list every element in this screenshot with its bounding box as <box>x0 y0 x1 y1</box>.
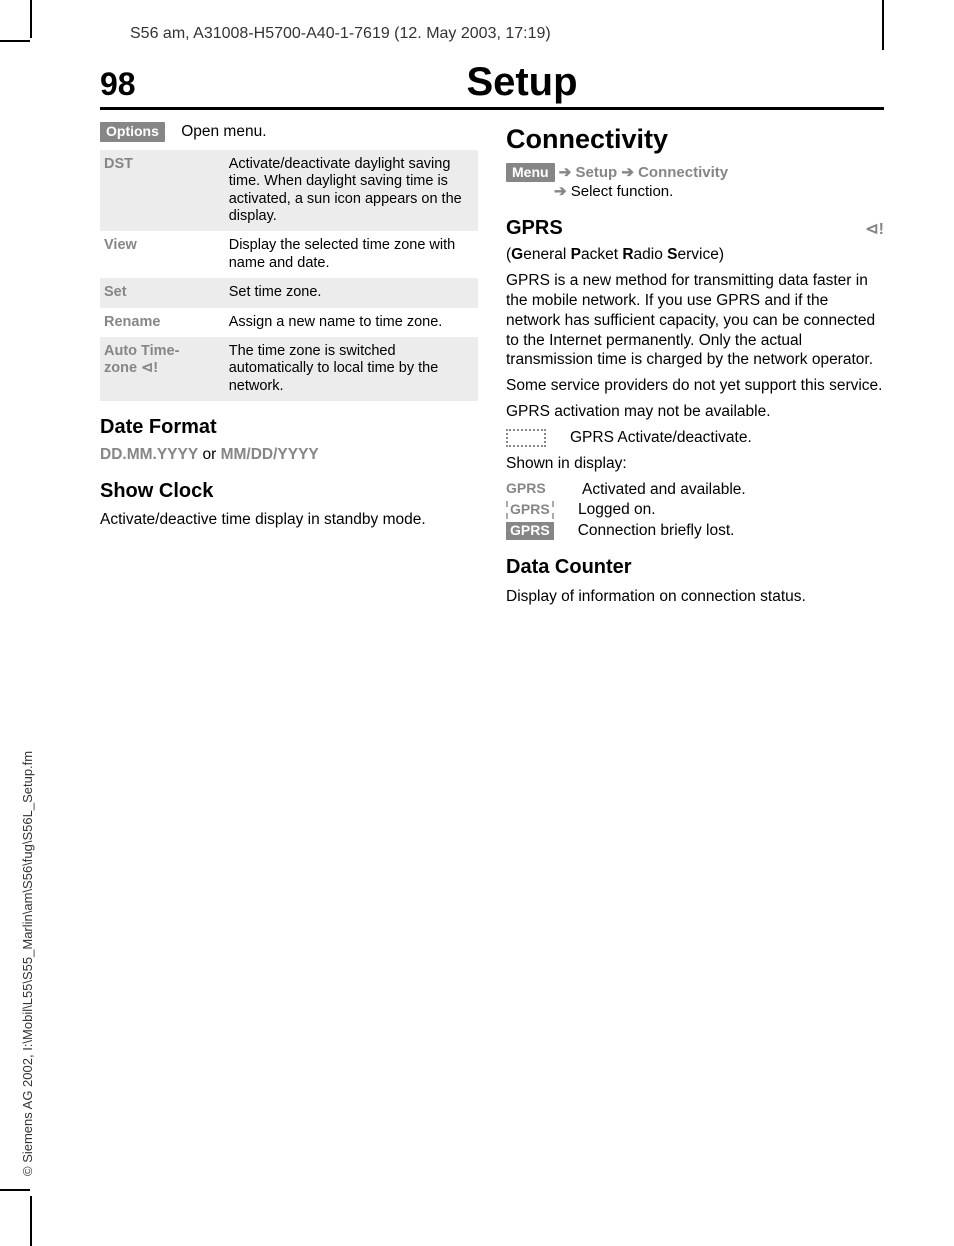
gprs-para1: GPRS is a new method for transmitting da… <box>506 271 884 370</box>
status-text: Connection briefly lost. <box>578 521 735 541</box>
crop-mark <box>0 40 30 42</box>
definition: Set time zone. <box>225 278 478 307</box>
date-format-opt2: MM/DD/YYYY <box>221 446 319 463</box>
text: acket <box>581 246 622 263</box>
date-format-text: DD.MM.YYYY or MM/DD/YYYY <box>100 445 478 465</box>
show-clock-text: Activate/deactive time display in standb… <box>100 510 478 530</box>
crop-mark <box>30 0 32 38</box>
title-row: 98 Setup <box>100 60 884 110</box>
text: adio <box>634 246 668 263</box>
definition: Assign a new name to time zone. <box>225 308 478 337</box>
crop-mark <box>30 1196 32 1246</box>
crop-mark <box>882 0 884 50</box>
menu-badge: Menu <box>506 163 555 183</box>
bold-g: G <box>511 246 523 263</box>
data-counter-heading: Data Counter <box>506 555 884 581</box>
gprs-acronym: (General Packet Radio Service) <box>506 245 884 265</box>
text: ervice) <box>678 246 725 263</box>
definition: Activate/deactivate daylight saving time… <box>225 150 478 232</box>
show-clock-heading: Show Clock <box>100 479 478 505</box>
page-number: 98 <box>100 66 160 103</box>
breadcrumb: Menu ➔ Setup ➔ Connectivity ➔ Select fun… <box>506 163 884 202</box>
table-row: Set Set time zone. <box>100 278 478 307</box>
sidebar-copyright: © Siemens AG 2002, I:\Mobil\L55\S55_Marl… <box>20 751 35 1176</box>
term: Rename <box>100 308 225 337</box>
data-counter-text: Display of information on connection sta… <box>506 587 884 607</box>
options-badge: Options <box>100 122 165 142</box>
date-format-heading: Date Format <box>100 415 478 441</box>
bold-s: S <box>667 246 677 263</box>
gprs-heading: GPRS <box>506 216 563 242</box>
status-label: GPRS <box>506 522 554 540</box>
shown-in-display: Shown in display: <box>506 454 884 474</box>
term: View <box>100 231 225 278</box>
term: Set <box>100 278 225 307</box>
bc-select: Select function. <box>571 183 674 200</box>
bc-setup: Setup <box>575 164 617 181</box>
table-row: Auto Time- zone ⊲! The time zone is swit… <box>100 337 478 401</box>
gprs-para3: GPRS activation may not be available. <box>506 402 884 422</box>
date-format-opt1: DD.MM.YYYY <box>100 446 198 463</box>
bc-connectivity: Connectivity <box>638 164 728 181</box>
status-label: GPRS <box>506 480 558 498</box>
status-label: GPRS <box>506 501 554 519</box>
bold-r: R <box>622 246 633 263</box>
left-column: Options Open menu. DST Activate/deactiva… <box>100 122 478 612</box>
or-text: or <box>198 446 220 463</box>
table-row: Rename Assign a new name to time zone. <box>100 308 478 337</box>
definition: The time zone is switched automatically … <box>225 337 478 401</box>
gprs-para2: Some service providers do not yet suppor… <box>506 376 884 396</box>
network-icon: ⊲! <box>865 220 884 240</box>
gprs-activate-text: GPRS Activate/deactivate. <box>570 428 752 448</box>
text: eneral <box>523 246 570 263</box>
table-row: View Display the selected time zone with… <box>100 231 478 278</box>
term: DST <box>100 150 225 232</box>
dotted-box-icon <box>506 429 546 447</box>
crop-mark <box>0 1189 30 1191</box>
options-table: DST Activate/deactivate daylight saving … <box>100 150 478 401</box>
status-text: Activated and available. <box>582 480 746 500</box>
doc-header: S56 am, A31008-H5700-A40-1-7619 (12. May… <box>130 25 551 43</box>
open-menu-text: Open menu. <box>181 123 266 140</box>
arrow-icon: ➔ <box>621 164 638 181</box>
arrow-icon: ➔ <box>559 164 576 181</box>
status-text: Logged on. <box>578 500 656 520</box>
right-column: Connectivity Menu ➔ Setup ➔ Connectivity… <box>506 122 884 612</box>
table-row: DST Activate/deactivate daylight saving … <box>100 150 478 232</box>
bold-p: P <box>571 246 581 263</box>
definition: Display the selected time zone with name… <box>225 231 478 278</box>
page-title: Setup <box>160 60 884 105</box>
term: Auto Time- zone ⊲! <box>100 337 225 401</box>
connectivity-heading: Connectivity <box>506 122 884 157</box>
arrow-icon: ➔ <box>554 183 571 200</box>
